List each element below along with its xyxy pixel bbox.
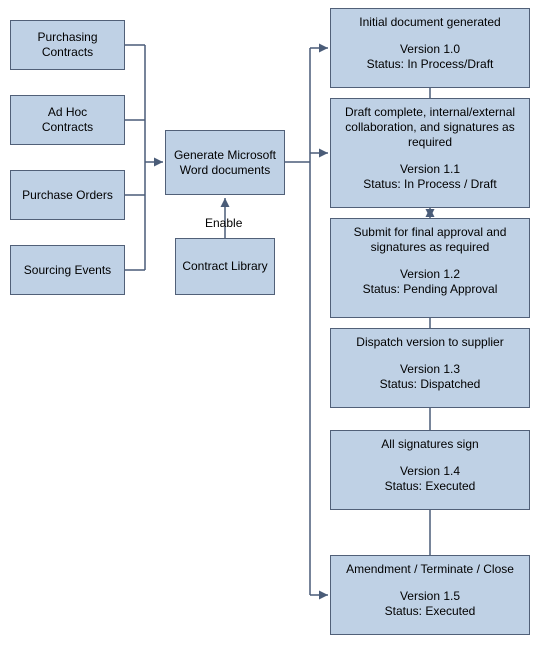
- stage-status: Status: In Process/Draft: [367, 57, 494, 72]
- stage-title: Initial document generated: [359, 15, 500, 30]
- node-purchase-orders: Purchase Orders: [10, 170, 125, 220]
- stage-version: Version 1.0: [400, 42, 460, 57]
- stage-status: Status: Pending Approval: [363, 282, 498, 297]
- stage-status: Status: Dispatched: [380, 377, 481, 392]
- node-purchasing-contracts: Purchasing Contracts: [10, 20, 125, 70]
- node-adhoc-contracts: Ad Hoc Contracts: [10, 95, 125, 145]
- text: Ad Hoc: [48, 105, 87, 120]
- node-stage-6: Amendment / Terminate / Close Version 1.…: [330, 555, 530, 635]
- text: Contracts: [42, 45, 93, 60]
- node-stage-3: Submit for final approval and signatures…: [330, 218, 530, 318]
- stage-version: Version 1.1: [400, 162, 460, 177]
- text: Contracts: [42, 120, 93, 135]
- stage-version: Version 1.2: [400, 267, 460, 282]
- text: Word documents: [180, 163, 271, 178]
- text: Contract Library: [182, 259, 267, 274]
- node-stage-1: Initial document generated Version 1.0 S…: [330, 8, 530, 88]
- node-stage-4: Dispatch version to supplier Version 1.3…: [330, 328, 530, 408]
- stage-title: Submit for final approval and: [354, 225, 507, 240]
- stage-status: Status: Executed: [385, 479, 476, 494]
- stage-title: All signatures sign: [381, 437, 478, 452]
- stage-title: Dispatch version to supplier: [356, 335, 503, 350]
- node-generate-word-docs: Generate Microsoft Word documents: [165, 130, 285, 195]
- stage-title: collaboration, and signatures as: [345, 120, 514, 135]
- stage-status: Status: In Process / Draft: [363, 177, 496, 192]
- stage-title: signatures as required: [371, 240, 490, 255]
- node-stage-2: Draft complete, internal/external collab…: [330, 98, 530, 208]
- stage-version: Version 1.3: [400, 362, 460, 377]
- text: Generate Microsoft: [174, 148, 276, 163]
- stage-title: Draft complete, internal/external: [345, 105, 515, 120]
- stage-status: Status: Executed: [385, 604, 476, 619]
- text: Purchase Orders: [22, 188, 113, 203]
- node-contract-library: Contract Library: [175, 238, 275, 295]
- label-enable: Enable: [205, 216, 242, 230]
- stage-title: required: [408, 135, 452, 150]
- text: Sourcing Events: [24, 263, 111, 278]
- node-stage-5: All signatures sign Version 1.4 Status: …: [330, 430, 530, 510]
- node-sourcing-events: Sourcing Events: [10, 245, 125, 295]
- stage-version: Version 1.4: [400, 464, 460, 479]
- stage-title: Amendment / Terminate / Close: [346, 562, 514, 577]
- text: Purchasing: [37, 30, 97, 45]
- stage-version: Version 1.5: [400, 589, 460, 604]
